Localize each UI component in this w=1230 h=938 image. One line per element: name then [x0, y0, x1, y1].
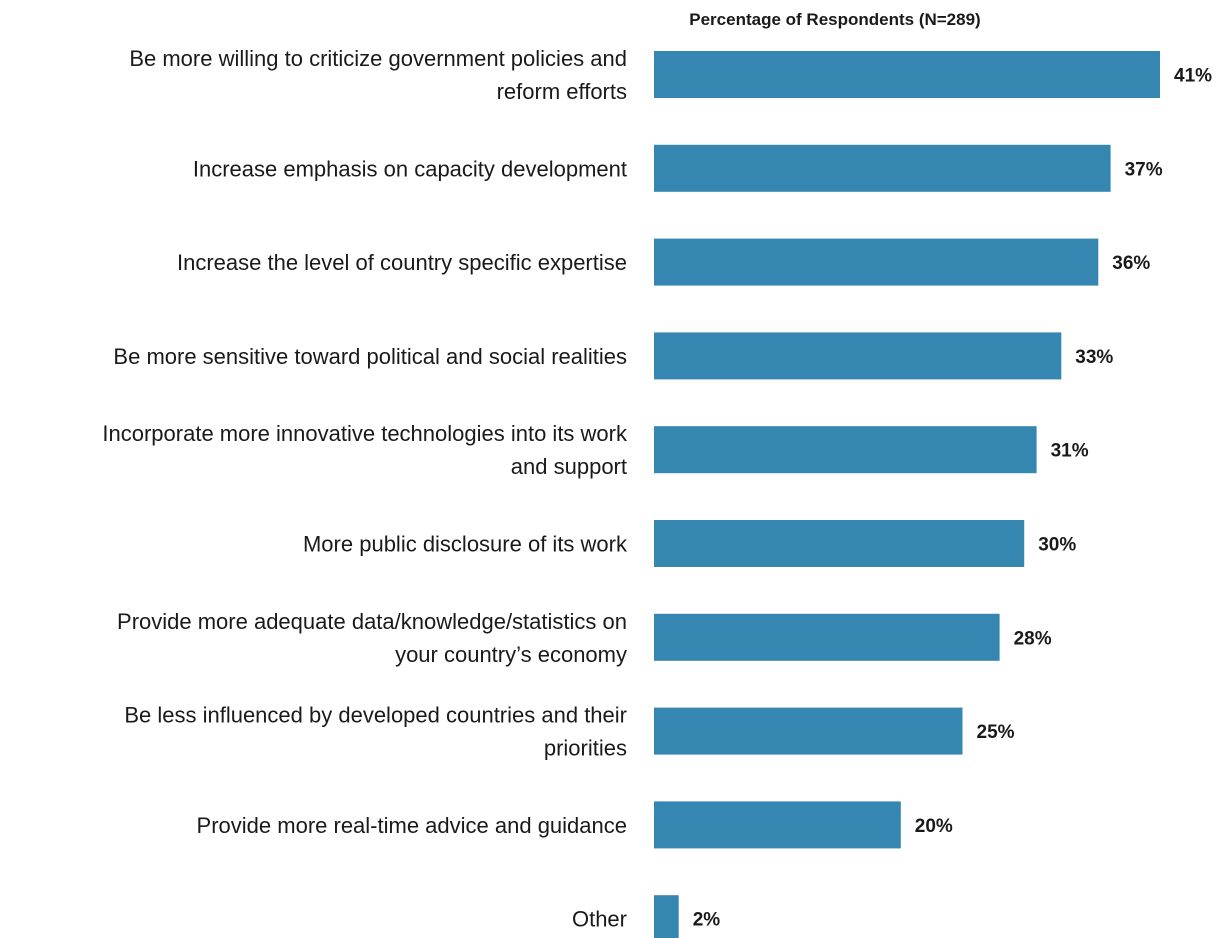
value-label: 33%: [1075, 347, 1113, 368]
value-label: 41%: [1174, 66, 1212, 87]
category-label: Incorporate more innovative technologies…: [102, 421, 628, 479]
category-label: Be more willing to criticize government …: [129, 46, 627, 104]
category-label-line: Be more sensitive toward political and s…: [113, 344, 627, 369]
category-label: Provide more adequate data/knowledge/sta…: [117, 609, 627, 667]
value-label: 2%: [693, 910, 721, 931]
value-label: 36%: [1112, 253, 1150, 274]
category-label-line: Increase the level of country specific e…: [177, 250, 627, 275]
value-label: 25%: [977, 722, 1015, 743]
value-label: 28%: [1014, 628, 1052, 649]
bar: [654, 613, 1000, 661]
category-label: More public disclosure of its work: [303, 532, 628, 557]
value-label: 20%: [915, 816, 953, 837]
bar: [654, 51, 1160, 98]
category-label-line: priorities: [544, 736, 627, 761]
bars-group: 41% Be more willing to criticize governme…: [102, 46, 1212, 938]
category-label-line: Be more willing to criticize government …: [129, 46, 627, 71]
category-label-line: Provide more adequate data/knowledge/sta…: [117, 609, 627, 634]
category-label: Provide more real-time advice and guidan…: [197, 813, 627, 838]
bar: [654, 707, 963, 755]
category-label-line: Incorporate more innovative technologies…: [102, 421, 628, 446]
bar: [654, 801, 901, 849]
category-label-line: Be less influenced by developed countrie…: [124, 703, 627, 728]
category-label-line: Increase emphasis on capacity developmen…: [193, 156, 627, 181]
category-label: Other: [572, 907, 627, 932]
category-label-line: and support: [511, 454, 627, 479]
category-label: Increase emphasis on capacity developmen…: [193, 156, 627, 181]
category-label-line: your country’s economy: [395, 642, 627, 667]
value-label: 30%: [1038, 535, 1076, 556]
category-label: Be more sensitive toward political and s…: [113, 344, 627, 369]
category-label-line: Other: [572, 907, 627, 932]
bar: [654, 520, 1025, 567]
category-label-line: reform efforts: [497, 79, 627, 104]
category-label-line: More public disclosure of its work: [303, 532, 628, 557]
bar: [654, 332, 1062, 380]
chart-title: Percentage of Respondents (N=289): [689, 10, 980, 29]
category-label: Increase the level of country specific e…: [177, 250, 627, 275]
category-label: Be less influenced by developed countrie…: [124, 703, 627, 761]
value-label: 37%: [1125, 159, 1163, 180]
bar: [654, 238, 1099, 286]
category-label-line: Provide more real-time advice and guidan…: [197, 813, 627, 838]
bar: [654, 144, 1111, 192]
bar: [654, 895, 679, 938]
value-label: 31%: [1051, 441, 1089, 462]
bar: [654, 426, 1037, 474]
